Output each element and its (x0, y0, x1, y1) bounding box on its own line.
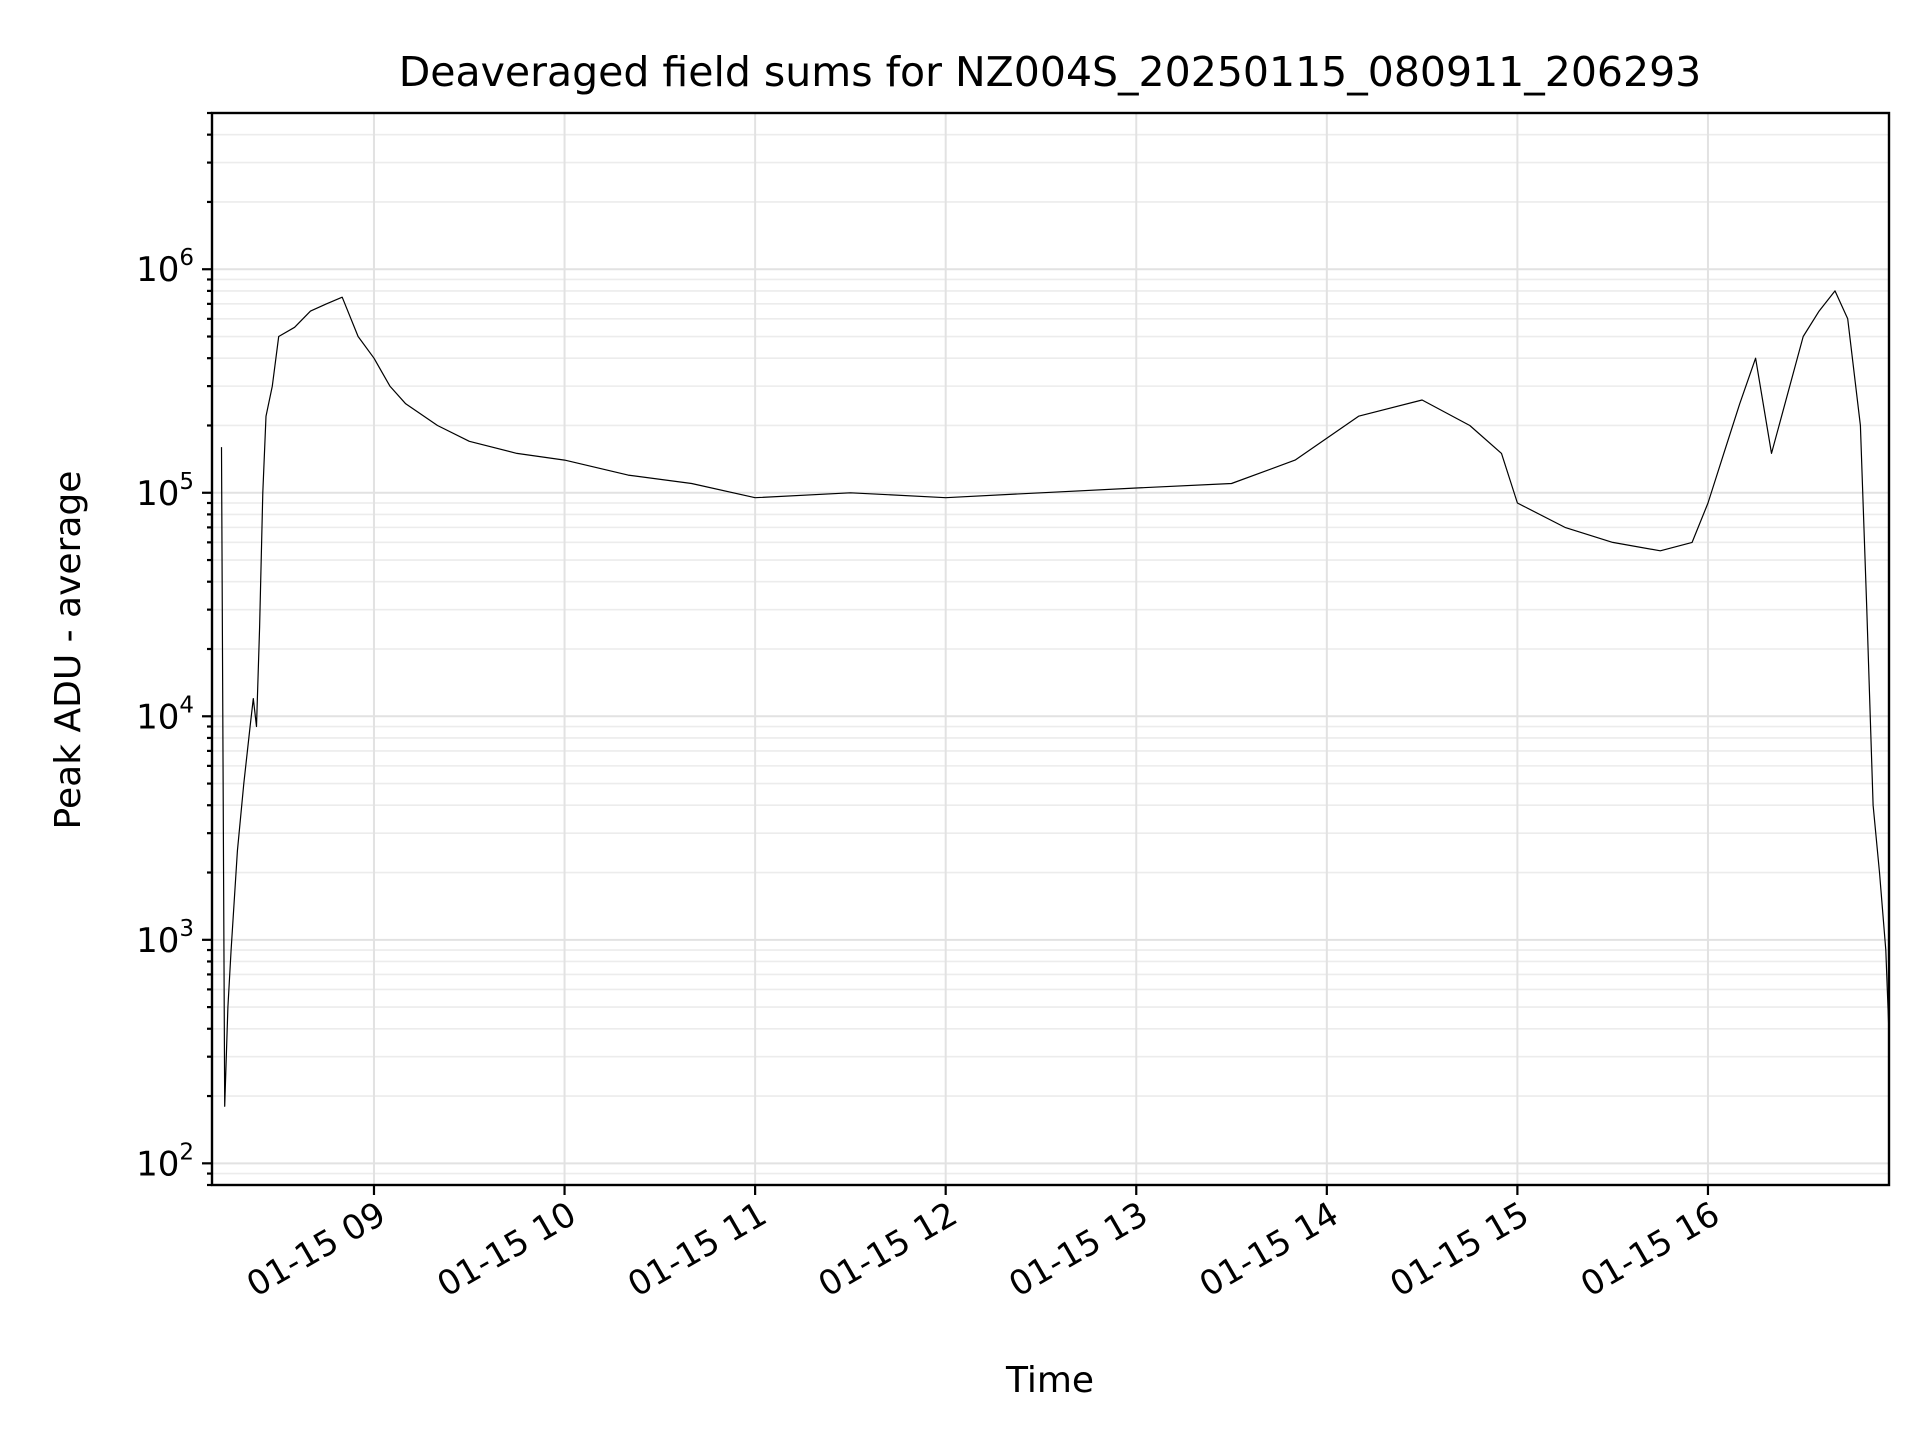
y-tick-label: 106 (136, 245, 194, 290)
x-axis-label: Time (1005, 1360, 1094, 1401)
y-tick-label: 104 (136, 692, 194, 737)
series-line (220, 290, 1890, 1107)
y-tick-label: 102 (136, 1139, 194, 1184)
y-tick-label: 103 (136, 916, 194, 961)
grid (212, 112, 1889, 1186)
y-tick-label: 105 (136, 469, 194, 514)
y-axis-label: Peak ADU - average (48, 471, 89, 830)
chart-title: Deaveraged field sums for NZ004S_2025011… (399, 48, 1702, 96)
